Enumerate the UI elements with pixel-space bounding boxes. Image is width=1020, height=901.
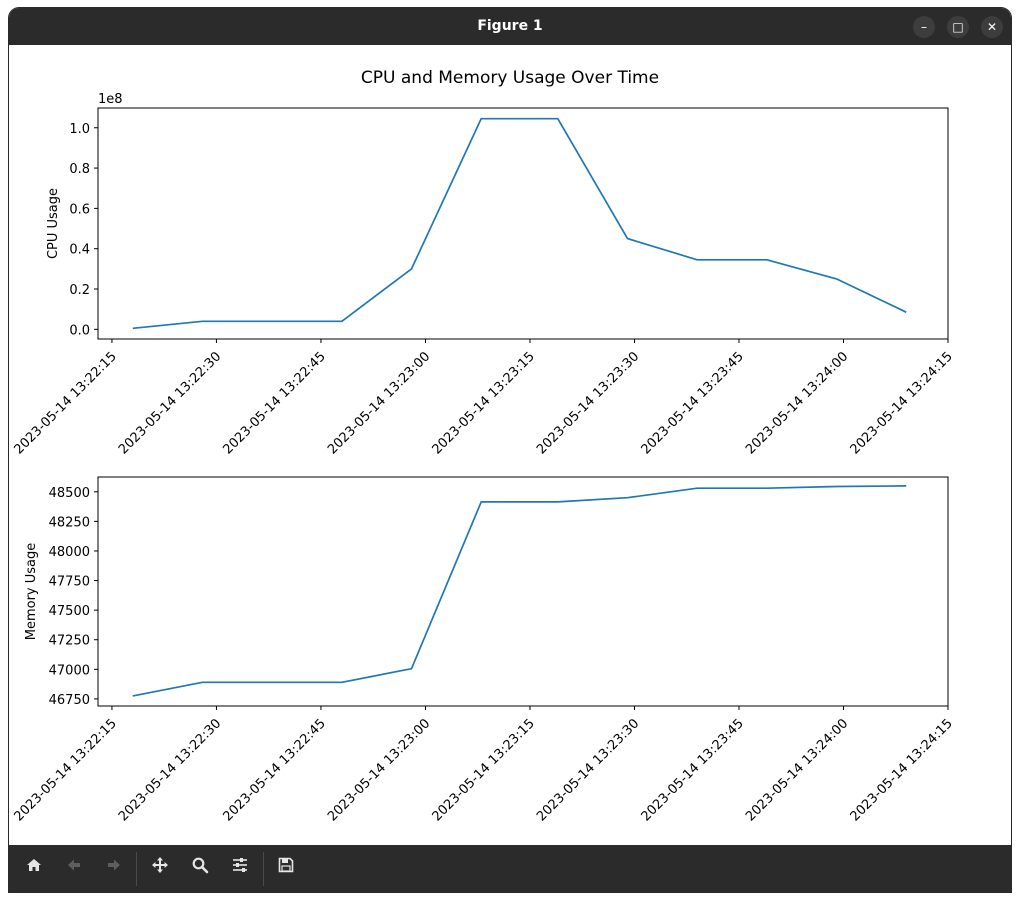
back-arrow-icon <box>68 859 80 871</box>
y-tick-label: 0.8 <box>69 162 90 177</box>
x-tick-label: 2023-05-14 13:24:15 <box>848 716 956 824</box>
x-tick-label: 2023-05-14 13:23:00 <box>325 716 433 824</box>
configure-subplots-icon <box>233 858 247 872</box>
y-tick-label: 1.0 <box>69 122 90 137</box>
y-tick-label: 0.2 <box>69 283 90 298</box>
figure-canvas[interactable]: CPU and Memory Usage Over Time 0.0 0.2 0.4… <box>9 45 1011 845</box>
close-button[interactable]: ✕ <box>981 16 1003 38</box>
axes-frame <box>97 476 949 707</box>
save-button[interactable] <box>273 856 299 882</box>
save-icon <box>278 857 294 873</box>
figure-svg: CPU and Memory Usage Over Time 0.0 0.2 0.4… <box>12 68 956 824</box>
x-tick-label: 2023-05-14 13:23:00 <box>325 349 433 457</box>
x-tick-label: 2023-05-14 13:23:45 <box>639 716 747 824</box>
home-icon <box>27 859 41 871</box>
x-tick-label: 2023-05-14 13:22:30 <box>116 716 224 824</box>
pan-button[interactable] <box>147 856 173 882</box>
close-icon: ✕ <box>986 20 998 34</box>
x-tick-label: 2023-05-14 13:22:15 <box>12 716 120 824</box>
move-icon <box>152 857 168 873</box>
x-tick-label: 2023-05-14 13:24:00 <box>743 716 851 824</box>
back-button[interactable] <box>61 856 87 882</box>
y-tick-label: 47750 <box>49 575 90 590</box>
memory-usage-axes[interactable]: 46750 47000 47250 47500 47750 48000 48250 48500… <box>12 476 956 824</box>
y-tick-label: 48250 <box>49 515 90 530</box>
y-tick-label: 46750 <box>49 693 90 708</box>
configure-subplots-button[interactable] <box>227 856 253 882</box>
x-tick-label: 2023-05-14 13:22:30 <box>116 349 224 457</box>
minimize-button[interactable]: – <box>913 16 935 38</box>
y-axis-label: Memory Usage <box>24 543 39 641</box>
maximize-icon: □ <box>952 20 964 34</box>
x-tick-label: 2023-05-14 13:23:15 <box>430 716 538 824</box>
x-tick-label: 2023-05-14 13:23:45 <box>639 349 747 457</box>
y-tick-label: 47000 <box>49 663 90 678</box>
toolbar-separator <box>136 852 137 886</box>
y-tick-label: 0.6 <box>69 202 90 217</box>
home-button[interactable] <box>21 856 47 882</box>
y-axis-label: CPU Usage <box>46 188 61 259</box>
x-tick-label: 2023-05-14 13:22:45 <box>221 716 329 824</box>
figure-title: CPU and Memory Usage Over Time <box>361 68 659 88</box>
series-line <box>132 485 907 697</box>
x-tick-label: 2023-05-14 13:24:00 <box>743 349 851 457</box>
y-tick-label: 47500 <box>49 604 90 619</box>
x-tick-label: 2023-05-14 13:22:45 <box>221 349 329 457</box>
x-tick-label: 2023-05-14 13:23:15 <box>430 349 538 457</box>
y-tick-label: 48500 <box>49 486 90 501</box>
x-tick-label: 2023-05-14 13:23:30 <box>534 716 642 824</box>
toolbar-separator <box>263 852 264 886</box>
zoom-icon <box>192 857 209 874</box>
series-line <box>132 117 907 330</box>
x-tick-label: 2023-05-14 13:23:30 <box>534 349 642 457</box>
x-tick-label: 2023-05-14 13:22:15 <box>12 349 120 457</box>
zoom-button[interactable] <box>187 856 213 882</box>
title-bar[interactable]: Figure 1 – □ ✕ <box>9 8 1011 45</box>
y-tick-label: 48000 <box>49 545 90 560</box>
maximize-button[interactable]: □ <box>947 16 969 38</box>
figure-window: Figure 1 – □ ✕ CPU and Memory Usage Over… <box>9 8 1011 892</box>
y-tick-label: 47250 <box>49 634 90 649</box>
y-tick-label: 0.4 <box>69 243 90 258</box>
y-offset-text: 1e8 <box>98 92 123 107</box>
navigation-toolbar <box>9 845 1011 892</box>
minimize-icon: – <box>921 20 927 34</box>
axes-frame <box>97 107 949 340</box>
forward-button[interactable] <box>101 856 127 882</box>
x-tick-label: 2023-05-14 13:24:15 <box>848 349 956 457</box>
window-title: Figure 1 <box>477 18 543 34</box>
forward-arrow-icon <box>108 859 120 871</box>
y-tick-label: 0.0 <box>69 323 90 338</box>
